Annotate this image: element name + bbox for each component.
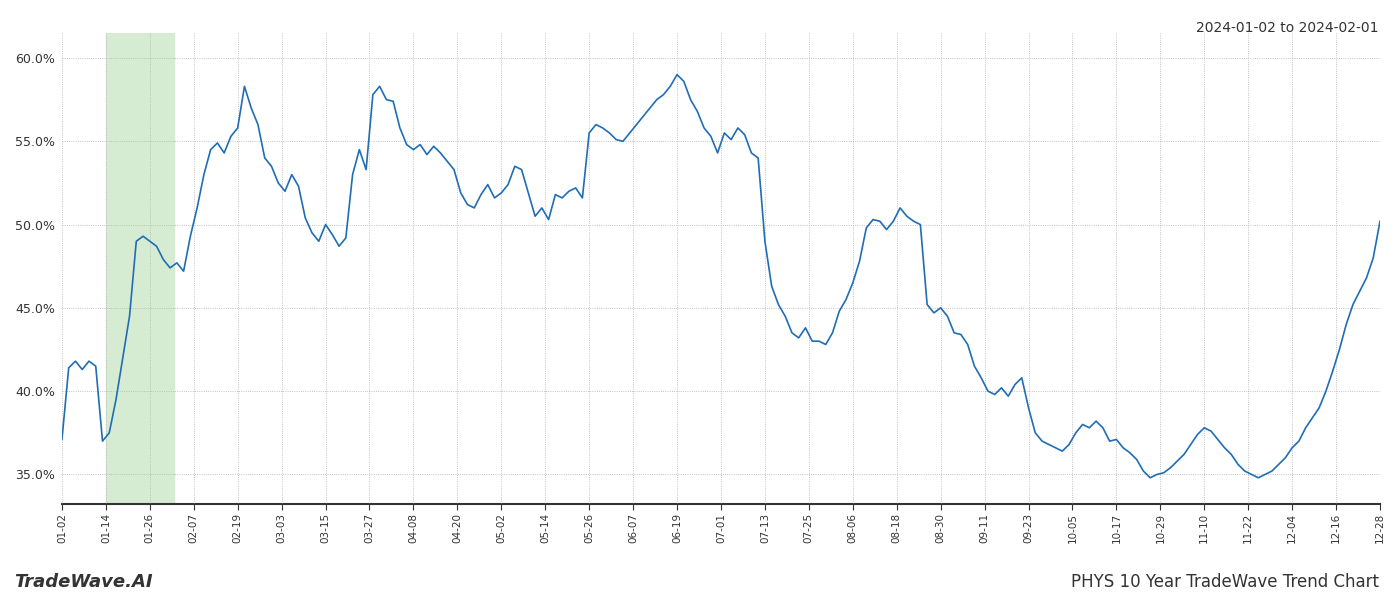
Bar [106, 33, 174, 505]
Text: TradeWave.AI: TradeWave.AI [14, 573, 153, 591]
Text: PHYS 10 Year TradeWave Trend Chart: PHYS 10 Year TradeWave Trend Chart [1071, 573, 1379, 591]
Text: 2024-01-02 to 2024-02-01: 2024-01-02 to 2024-02-01 [1197, 21, 1379, 35]
